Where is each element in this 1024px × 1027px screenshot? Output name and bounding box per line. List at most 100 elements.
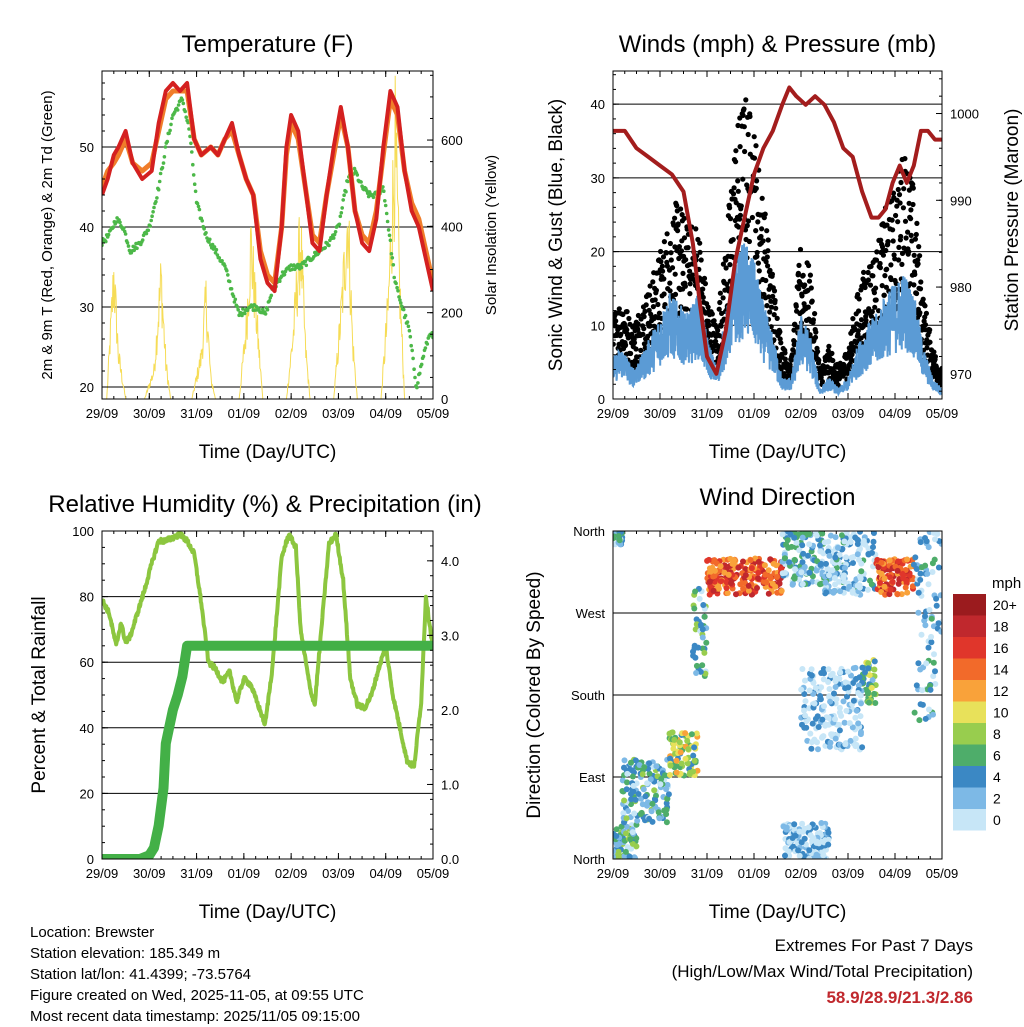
direction-point [910,561,917,568]
direction-point [826,686,833,692]
gust-point [777,329,783,335]
gust-point [647,283,653,289]
y-tick-label: 20 [591,245,605,260]
x-tick-label: 02/09 [785,866,818,881]
gust-point [660,254,667,260]
x-tick-label: 30/09 [133,866,166,881]
gust-point [917,286,924,292]
direction-point [669,729,676,736]
y2-tick-label: 0.0 [441,852,459,867]
direction-point [676,739,683,746]
td2m-point [149,218,153,223]
gust-point [661,276,667,282]
y2-axis-label: Solar Insolation (Yellow) [483,155,500,315]
direction-point [805,824,812,831]
direction-point [852,664,859,671]
direction-point [740,585,747,592]
td2m-point [407,328,412,333]
gust-point [765,237,771,243]
td2m-point [304,263,309,268]
gust-point [660,268,666,274]
direction-point [702,670,709,677]
gust-point [650,304,657,310]
y-tick-label: 30 [80,300,94,315]
td2m-point [156,187,161,192]
direction-point [843,707,850,714]
direction-point [742,566,749,573]
td2m-point [157,179,162,184]
direction-point [928,633,935,640]
direction-point [916,717,923,724]
td2m-point [409,343,414,348]
direction-point [691,744,698,751]
direction-point [742,572,749,579]
direction-point [717,563,724,570]
gust-point [816,357,822,363]
direction-point [869,677,876,683]
gust-point [621,321,628,327]
gust-point [743,97,749,103]
direction-point [765,590,772,597]
direction-point [886,557,893,564]
gust-point [896,257,902,263]
gust-point [723,257,729,263]
direction-point [831,587,838,594]
td2m-point [200,219,204,223]
direction-point [832,684,839,690]
gust-point [767,267,773,273]
direction-point [799,534,806,541]
y2-tick-label: 980 [950,280,972,295]
direction-point [798,569,805,576]
direction-point [926,706,932,713]
gust-point [908,232,914,238]
gust-point [672,291,679,297]
td2m-point [118,220,122,225]
gust-point [740,176,746,182]
direction-point [935,564,942,571]
gust-point [906,200,912,206]
direction-point [699,634,706,641]
direction-point [859,744,866,751]
direction-point [878,559,885,566]
direction-point [723,585,730,591]
gust-point [667,288,673,294]
direction-point [862,541,869,548]
direction-point [934,531,941,537]
gust-point [911,282,917,288]
td2m-point [332,232,337,237]
direction-point [931,651,937,658]
direction-point [814,532,820,539]
y-axis-label: Percent & Total Rainfall [29,596,50,793]
direction-point [737,581,744,588]
direction-point [692,588,699,595]
direction-point [649,818,656,825]
y2-tick-label: 3.0 [441,628,459,643]
gust-point [897,200,903,206]
direction-point [621,797,628,804]
gust-point [735,178,741,184]
direction-point [707,568,714,575]
gust-point [626,315,632,322]
td2m-point [204,231,208,235]
direction-point [832,534,839,541]
y-tick-label: 20 [80,380,94,395]
direction-point [817,542,823,549]
direction-point [832,554,839,561]
direction-point [842,741,849,748]
td2m-point [152,205,156,210]
gust-point [896,192,903,198]
gust-point [797,246,804,253]
gust-point [819,378,826,385]
gust-point [730,237,736,243]
direction-point [836,727,843,734]
gust-point [910,181,916,187]
direction-point [735,564,742,571]
direction-point [671,736,678,743]
gust-point [871,290,878,296]
gust-point [898,233,904,240]
gust-point [737,212,744,218]
gust-point [641,341,648,347]
direction-point [725,571,732,578]
td2m-point [405,320,410,324]
gust-point [709,311,715,317]
